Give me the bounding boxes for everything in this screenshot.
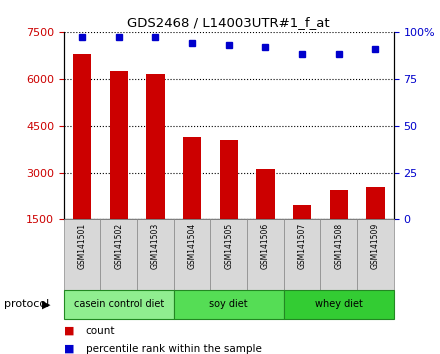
Text: ■: ■ bbox=[64, 344, 74, 354]
Text: protocol: protocol bbox=[4, 299, 50, 309]
Text: GSM141508: GSM141508 bbox=[334, 223, 343, 269]
Text: GSM141504: GSM141504 bbox=[187, 223, 197, 269]
Bar bbox=[174, 290, 284, 319]
Bar bbox=[100, 219, 137, 290]
Bar bbox=[64, 290, 174, 319]
Text: GSM141509: GSM141509 bbox=[371, 223, 380, 269]
Text: ■: ■ bbox=[64, 326, 74, 336]
Bar bbox=[293, 205, 312, 219]
Text: whey diet: whey diet bbox=[315, 299, 363, 309]
Bar bbox=[210, 219, 247, 290]
Bar bbox=[357, 219, 394, 290]
Text: ▶: ▶ bbox=[42, 299, 51, 309]
Text: GSM141503: GSM141503 bbox=[151, 223, 160, 269]
Title: GDS2468 / L14003UTR#1_f_at: GDS2468 / L14003UTR#1_f_at bbox=[128, 16, 330, 29]
Bar bbox=[367, 187, 385, 219]
Bar bbox=[330, 190, 348, 219]
Text: GSM141501: GSM141501 bbox=[77, 223, 87, 269]
Bar bbox=[64, 219, 100, 290]
Bar bbox=[320, 219, 357, 290]
Bar bbox=[284, 290, 394, 319]
Bar bbox=[146, 74, 165, 219]
Text: GSM141502: GSM141502 bbox=[114, 223, 123, 269]
Text: count: count bbox=[86, 326, 115, 336]
Bar bbox=[137, 219, 174, 290]
Bar bbox=[247, 219, 284, 290]
Bar bbox=[257, 170, 275, 219]
Bar bbox=[174, 219, 210, 290]
Text: GSM141507: GSM141507 bbox=[297, 223, 307, 269]
Bar bbox=[183, 137, 202, 219]
Text: soy diet: soy diet bbox=[209, 299, 248, 309]
Bar bbox=[110, 71, 128, 219]
Text: GSM141505: GSM141505 bbox=[224, 223, 233, 269]
Text: casein control diet: casein control diet bbox=[73, 299, 164, 309]
Text: percentile rank within the sample: percentile rank within the sample bbox=[86, 344, 262, 354]
Bar bbox=[73, 54, 92, 219]
Bar bbox=[220, 140, 238, 219]
Text: GSM141506: GSM141506 bbox=[261, 223, 270, 269]
Bar bbox=[284, 219, 320, 290]
